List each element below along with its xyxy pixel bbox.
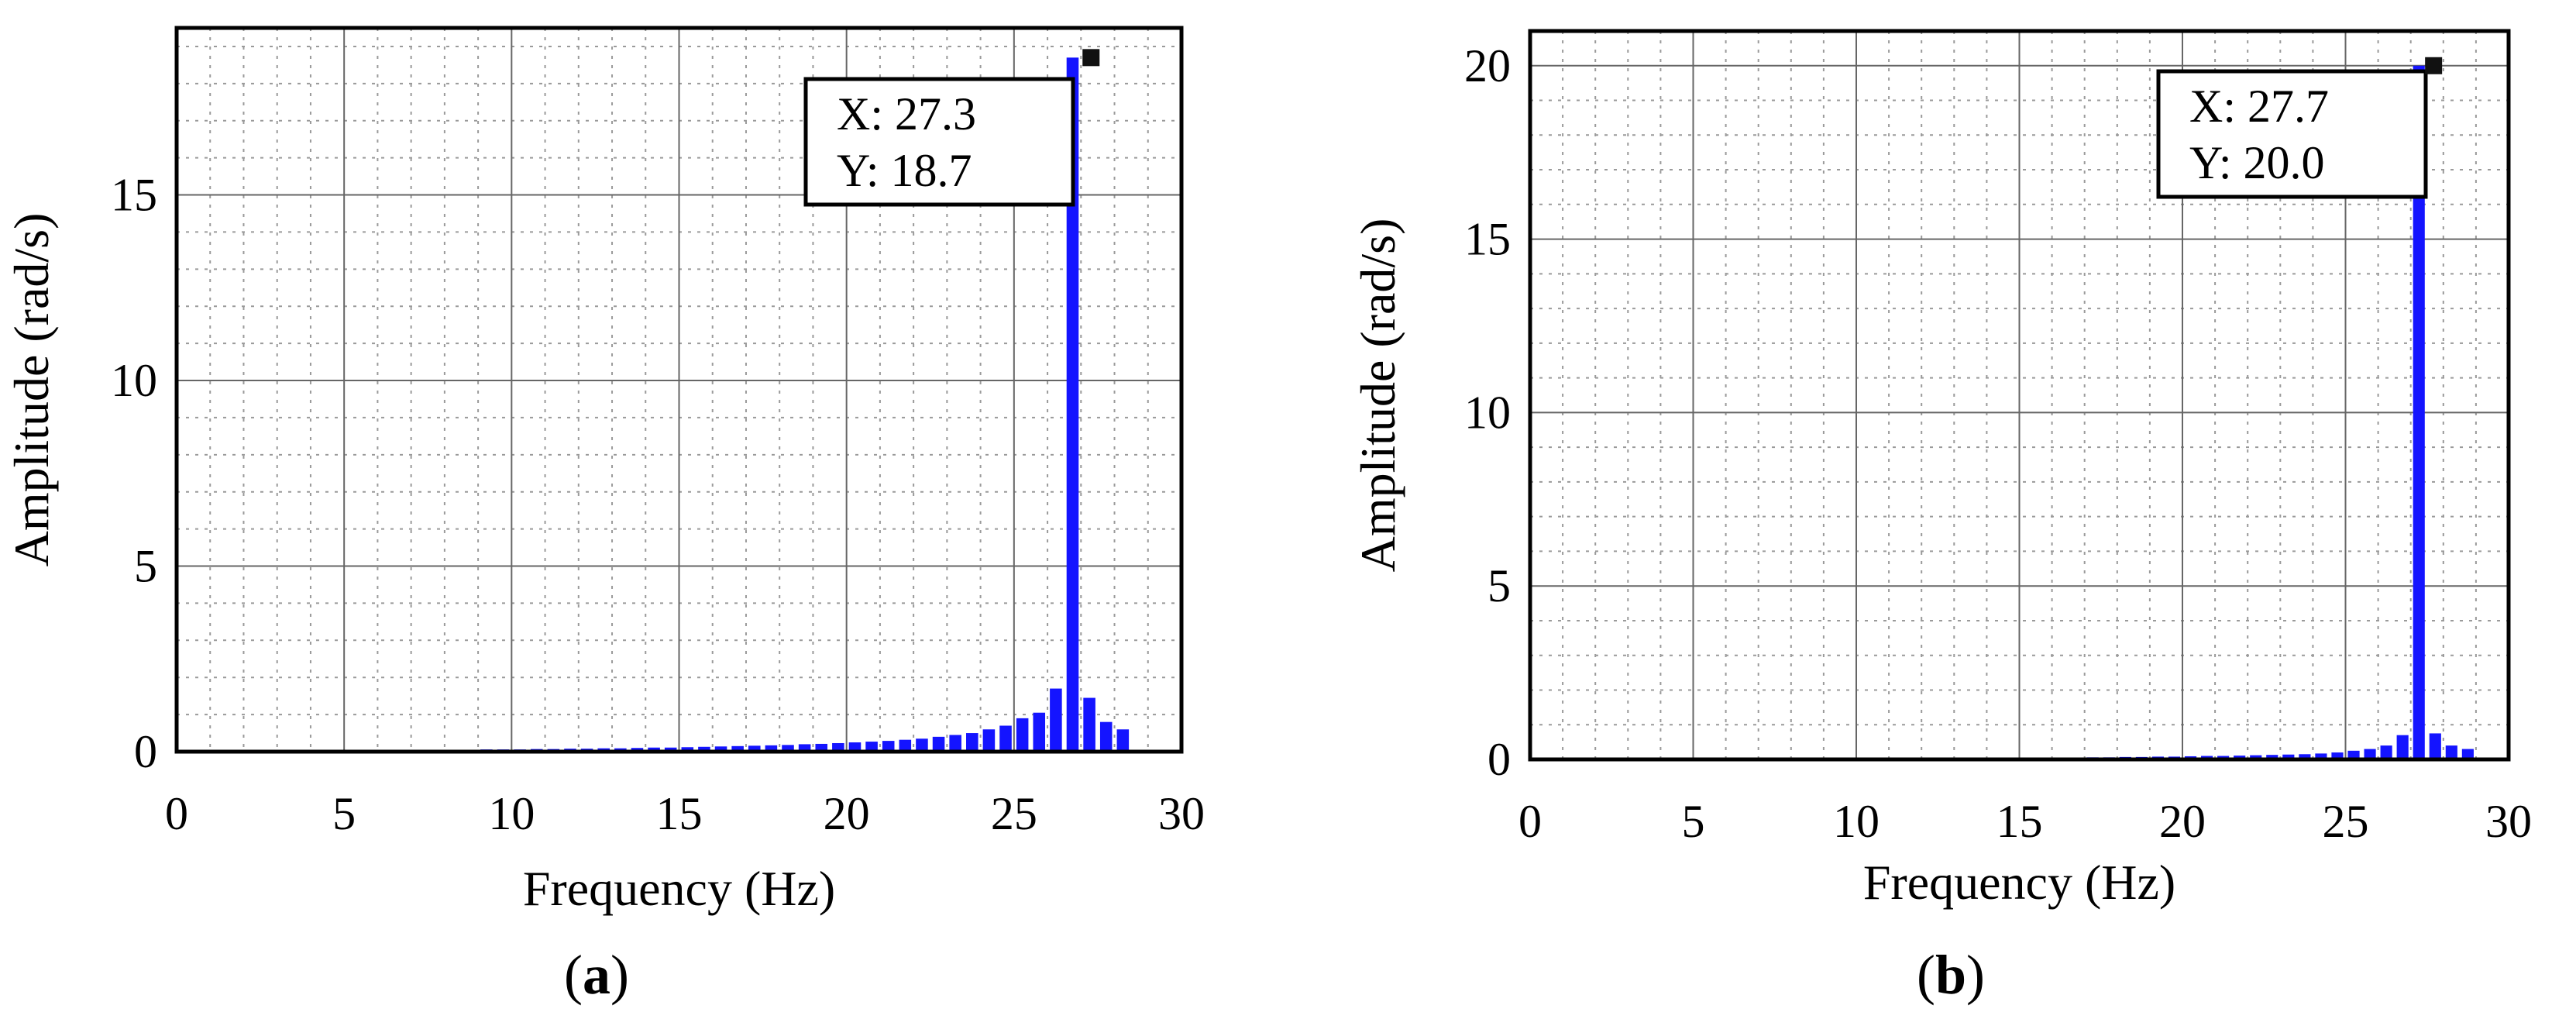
- y-tick-label: 0: [1487, 734, 1511, 785]
- x-tick-label: 20: [2159, 796, 2206, 847]
- chart-panel-a: 0 5 10 15 20 25 30 0 5 10 15 Frequency (Hz) Ampli…: [4, 26, 1205, 1006]
- bar: [949, 735, 961, 752]
- peak-marker: [1082, 49, 1100, 67]
- bar: [748, 745, 761, 752]
- x-tick-label: 20: [824, 788, 870, 839]
- bar-series: [179, 57, 1130, 752]
- bar: [2445, 745, 2457, 759]
- bar: [882, 741, 895, 752]
- bar: [2299, 754, 2311, 759]
- bar: [2413, 65, 2425, 759]
- x-tick-label: 15: [656, 788, 703, 839]
- bar: [2250, 755, 2262, 759]
- x-tick-label: 25: [991, 788, 1037, 839]
- bar: [2282, 754, 2295, 759]
- y-axis-title: Amplitude (rad/s): [4, 213, 59, 567]
- x-tick-label: 30: [2485, 796, 2532, 847]
- x-tick-label: 25: [2323, 796, 2369, 847]
- y-tick-label: 5: [1487, 560, 1511, 611]
- bar: [2461, 749, 2474, 759]
- x-tick-label: 5: [332, 788, 356, 839]
- cursor-y-readout: Y: 18.7: [837, 145, 972, 196]
- plot-frame: [174, 26, 1184, 754]
- bar: [731, 745, 744, 752]
- bar: [798, 744, 811, 752]
- bar: [899, 739, 912, 752]
- x-tick-label: 30: [1158, 788, 1205, 839]
- x-tick-labels: 0 5 10 15 20 25 30: [1518, 796, 2532, 847]
- bar: [848, 742, 862, 752]
- y-tick-label: 15: [1464, 214, 1511, 265]
- y-tick-labels: 0 5 10 15 20: [1464, 40, 1511, 785]
- bar: [664, 747, 677, 752]
- bar: [765, 745, 778, 752]
- y-axis-title: Amplitude (rad/s): [1350, 219, 1405, 573]
- cursor-x-readout: X: 27.3: [837, 88, 976, 139]
- peak-marker: [2425, 57, 2443, 74]
- y-tick-labels: 0 5 10 15: [111, 170, 157, 777]
- x-tick-label: 0: [1518, 796, 1542, 847]
- x-axis-title: Frequency (Hz): [1863, 855, 2175, 910]
- bar: [815, 743, 828, 752]
- data-cursor-box: X: 27.3 Y: 18.7: [803, 77, 1075, 207]
- plot-frame: [1528, 29, 2511, 762]
- x-tick-label: 15: [1996, 796, 2043, 847]
- x-tick-label: 0: [165, 788, 188, 839]
- x-tick-label: 10: [488, 788, 535, 839]
- bar: [999, 725, 1012, 752]
- bar: [2266, 755, 2279, 759]
- panel-label: (a): [564, 944, 629, 1006]
- x-tick-labels: 0 5 10 15 20 25 30: [165, 788, 1205, 839]
- x-tick-label: 5: [1682, 796, 1705, 847]
- bar: [2347, 750, 2360, 759]
- bar: [698, 746, 710, 752]
- bar: [782, 745, 794, 752]
- bar: [1116, 729, 1130, 752]
- bar: [681, 747, 694, 752]
- bar: [2315, 753, 2327, 759]
- bar: [982, 729, 996, 752]
- bar: [1099, 721, 1113, 752]
- x-tick-label: 10: [1833, 796, 1880, 847]
- bar: [1050, 688, 1062, 752]
- cursor-x-readout: X: 27.7: [2189, 81, 2329, 132]
- y-tick-label: 0: [134, 726, 157, 777]
- panel-label: (b): [1917, 944, 1985, 1006]
- y-tick-label: 15: [111, 170, 157, 221]
- cursor-y-readout: Y: 20.0: [2189, 137, 2325, 188]
- y-tick-label: 10: [1464, 387, 1511, 438]
- bar: [1033, 712, 1046, 752]
- bar: [2429, 733, 2441, 759]
- bar: [1083, 697, 1095, 752]
- minor-grid: [1530, 30, 2509, 759]
- bar: [2396, 735, 2409, 759]
- bar: [2331, 752, 2344, 759]
- bar: [932, 736, 945, 752]
- y-tick-label: 5: [134, 541, 157, 592]
- bar: [832, 742, 844, 752]
- bar: [2380, 745, 2392, 759]
- bar: [648, 747, 660, 752]
- bar: [865, 742, 878, 752]
- y-tick-label: 10: [111, 355, 157, 406]
- bar: [966, 733, 978, 752]
- bar: [1016, 718, 1029, 752]
- chart-panel-b: 0 5 10 15 20 25 30 0 5 10 15 20 Frequency (Hz) Amp…: [1350, 29, 2532, 1006]
- bar: [916, 738, 928, 752]
- data-cursor-box: X: 27.7 Y: 20.0: [2156, 69, 2428, 199]
- bar: [2364, 749, 2376, 759]
- y-tick-label: 20: [1464, 40, 1511, 91]
- bar: [714, 746, 727, 752]
- x-axis-title: Frequency (Hz): [523, 861, 835, 916]
- bar: [1066, 57, 1079, 752]
